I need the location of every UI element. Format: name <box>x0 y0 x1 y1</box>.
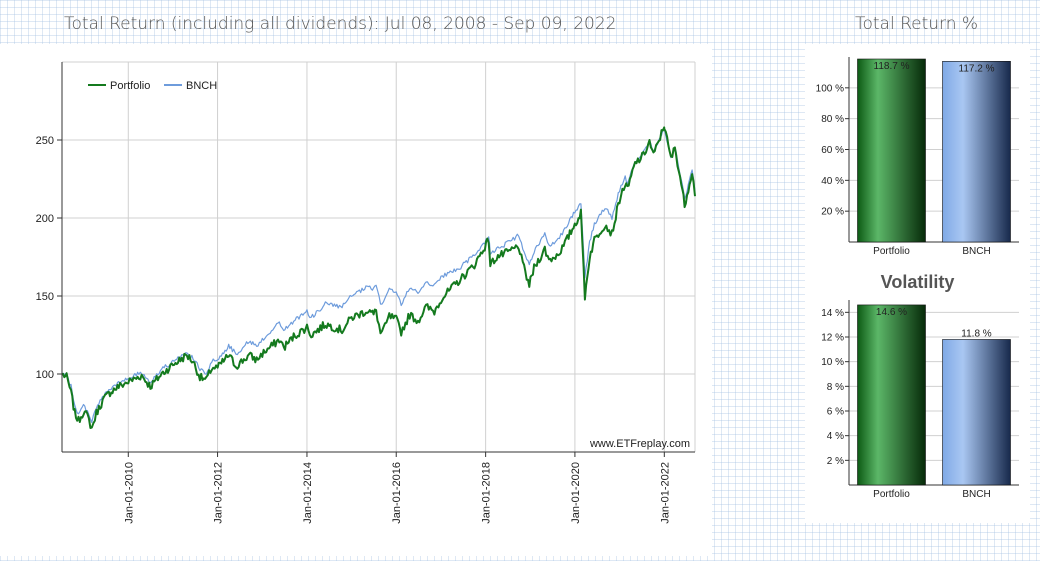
bar-value-label: 11.8 % <box>961 328 991 339</box>
x-category-label: Portfolio <box>873 246 910 257</box>
bar-portfolio <box>857 58 926 243</box>
bar-portfolio <box>857 304 926 486</box>
volatility-title: Volatility <box>880 272 955 292</box>
x-tick-label: Jan-01-2012 <box>213 462 225 524</box>
total-return-bar-chart: 20 % 40 % 60 % 80 % 100 % 118.7 % Portfolio 117… <box>816 57 1019 257</box>
legend-label-portfolio: Portfolio <box>110 80 150 92</box>
x-category-label: Portfolio <box>873 489 910 500</box>
legend-label-bnch: BNCH <box>186 80 217 92</box>
y-tick-label: 14 % <box>821 308 844 319</box>
main-chart-title: Total Return (including all dividends): … <box>64 14 617 34</box>
y-tick-label: 8 % <box>827 382 844 393</box>
x-category-label: BNCH <box>962 489 990 500</box>
x-category-label: BNCH <box>962 246 990 257</box>
x-tick-label: Jan-01-2016 <box>391 462 403 524</box>
y-tick-label: 250 <box>36 135 54 147</box>
y-tick-label: 80 % <box>821 114 844 125</box>
x-tick-label: Jan-01-2010 <box>123 462 135 524</box>
y-tick-label: 200 <box>36 213 54 225</box>
y-tick-label: 100 % <box>816 83 844 94</box>
line-chart: 100 150 200 250 Jan-01-2010 Jan-01-2012 Jan-01… <box>36 61 696 524</box>
y-tick-label: 100 <box>36 369 54 381</box>
watermark: www.ETFreplay.com <box>589 438 690 450</box>
x-tick-label: Jan-01-2022 <box>659 462 671 524</box>
y-tick-label: 150 <box>36 291 54 303</box>
y-tick-label: 12 % <box>821 333 844 344</box>
total-return-panel: 20 % 40 % 60 % 80 % 100 % 118.7 % Portfolio 117… <box>805 44 1030 268</box>
y-tick-label: 20 % <box>821 207 844 218</box>
y-tick-label: 2 % <box>827 456 844 467</box>
y-tick-label: 6 % <box>827 407 844 418</box>
y-tick-label: 40 % <box>821 176 844 187</box>
volatility-panel: Volatility 2 % 4 % 6 % 8 % 10 % 12 % 14 % 14.6 … <box>805 268 1030 523</box>
x-tick-label: Jan-01-2020 <box>570 462 582 524</box>
series-line-bnch <box>61 127 696 424</box>
bar-value-label: 117.2 % <box>959 63 995 74</box>
line-chart-panel: 100 150 200 250 Jan-01-2010 Jan-01-2012 Jan-01… <box>0 44 712 556</box>
bar-bnch <box>942 339 1011 486</box>
series-line-portfolio <box>62 126 696 429</box>
bar-bnch <box>942 61 1011 243</box>
x-tick-label: Jan-01-2014 <box>302 462 314 524</box>
y-tick-label: 10 % <box>821 357 844 368</box>
y-tick-label: 4 % <box>827 431 844 442</box>
total-return-title: Total Return % <box>855 14 979 34</box>
x-tick-label: Jan-01-2018 <box>481 462 493 524</box>
volatility-bar-chart: 2 % 4 % 6 % 8 % 10 % 12 % 14 % 14.6 % Portfolio 1… <box>821 300 1019 500</box>
bar-value-label: 118.7 % <box>874 61 910 72</box>
y-tick-label: 60 % <box>821 145 844 156</box>
bar-value-label: 14.6 % <box>876 307 907 318</box>
